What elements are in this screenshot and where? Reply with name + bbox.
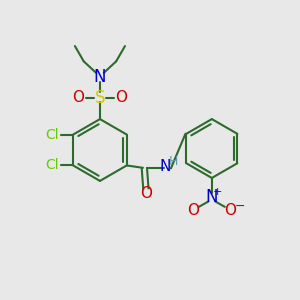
Text: O: O: [116, 90, 128, 105]
Text: −: −: [235, 200, 245, 213]
Text: Cl: Cl: [45, 128, 59, 142]
Text: O: O: [140, 186, 152, 201]
Text: H: H: [169, 155, 178, 168]
Text: Cl: Cl: [45, 158, 59, 172]
Text: O: O: [72, 90, 85, 105]
Text: N: N: [94, 68, 106, 86]
Text: O: O: [224, 203, 236, 218]
Text: O: O: [187, 203, 199, 218]
Text: +: +: [213, 187, 222, 197]
Text: N: N: [159, 159, 171, 174]
Text: N: N: [206, 188, 218, 206]
Text: S: S: [95, 89, 105, 107]
